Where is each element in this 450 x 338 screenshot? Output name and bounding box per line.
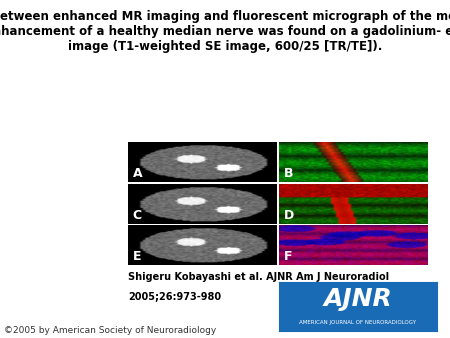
Text: E: E — [133, 250, 141, 263]
Text: B: B — [284, 167, 293, 180]
Text: D: D — [284, 209, 294, 222]
Text: Shigeru Kobayashi et al. AJNR Am J Neuroradiol: Shigeru Kobayashi et al. AJNR Am J Neuro… — [128, 272, 389, 282]
Text: ©2005 by American Society of Neuroradiology: ©2005 by American Society of Neuroradiol… — [4, 325, 217, 335]
Text: Comparison between enhanced MR imaging and fluorescent micrograph of the median : Comparison between enhanced MR imaging a… — [0, 10, 450, 53]
Text: C: C — [133, 209, 142, 222]
Text: A: A — [133, 167, 142, 180]
Text: AMERICAN JOURNAL OF NEURORADIOLOGY: AMERICAN JOURNAL OF NEURORADIOLOGY — [299, 320, 416, 325]
Text: AJNR: AJNR — [324, 287, 392, 311]
Text: F: F — [284, 250, 292, 263]
Text: 2005;26:973-980: 2005;26:973-980 — [128, 292, 221, 303]
